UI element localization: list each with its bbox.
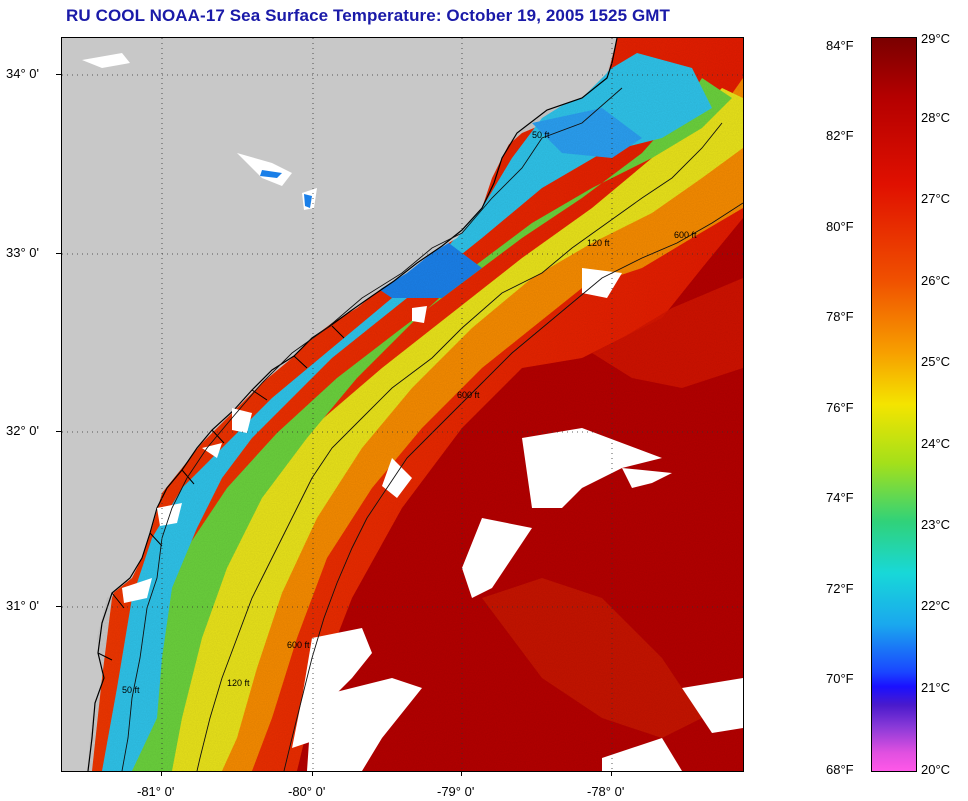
graticule (62, 38, 743, 771)
lat-label-31: 31° 0' (6, 598, 39, 613)
contour-label-600b: 600 ft (457, 390, 480, 400)
lat-tick (56, 606, 61, 607)
sst-map[interactable]: 50 ft 50 ft 120 ft 120 ft 600 ft 600 ft … (61, 37, 744, 772)
c-label: 27°C (921, 191, 951, 206)
f-label: 80°F (826, 219, 854, 234)
f-label: 84°F (826, 38, 854, 53)
f-label: 72°F (826, 581, 854, 596)
coastline (87, 38, 618, 771)
color-scale-bar (871, 37, 917, 772)
lat-label-33: 33° 0' (6, 245, 39, 260)
sst-map-graphic: 50 ft 50 ft 120 ft 120 ft 600 ft 600 ft … (62, 38, 743, 771)
lon-label-80: -80° 0' (288, 784, 326, 799)
land-mass (62, 38, 617, 771)
contour-label-600: 600 ft (674, 230, 697, 240)
lon-label-81: -81° 0' (137, 784, 175, 799)
c-label: 22°C (921, 598, 951, 613)
c-label: 29°C (921, 31, 951, 46)
lon-tick (461, 771, 462, 776)
c-label: 21°C (921, 680, 951, 695)
lat-tick (56, 431, 61, 432)
lon-tick (161, 771, 162, 776)
depth-contours (121, 87, 743, 771)
f-label: 82°F (826, 128, 854, 143)
lon-tick (312, 771, 313, 776)
lon-label-78: -78° 0' (587, 784, 625, 799)
c-label: 28°C (921, 110, 951, 125)
lat-tick (56, 253, 61, 254)
c-label: 26°C (921, 273, 951, 288)
contour-label-120: 120 ft (587, 238, 610, 248)
page-title: RU COOL NOAA-17 Sea Surface Temperature:… (66, 6, 671, 25)
contour-label-50b: 50 ft (122, 685, 140, 695)
c-label: 25°C (921, 354, 951, 369)
c-label: 23°C (921, 517, 951, 532)
f-label: 68°F (826, 762, 854, 777)
f-label: 70°F (826, 671, 854, 686)
c-label: 20°C (921, 762, 951, 777)
lon-tick (611, 771, 612, 776)
contour-label-120b: 120 ft (227, 678, 250, 688)
inland-water (260, 170, 312, 208)
c-label: 24°C (921, 436, 951, 451)
f-label: 74°F (826, 490, 854, 505)
lat-tick (56, 74, 61, 75)
contour-label-600c: 600 ft (287, 640, 310, 650)
lat-label-34: 34° 0' (6, 66, 39, 81)
lat-label-32: 32° 0' (6, 423, 39, 438)
contour-label-50: 50 ft (532, 130, 550, 140)
lon-label-79: -79° 0' (437, 784, 475, 799)
f-label: 78°F (826, 309, 854, 324)
f-label: 76°F (826, 400, 854, 415)
